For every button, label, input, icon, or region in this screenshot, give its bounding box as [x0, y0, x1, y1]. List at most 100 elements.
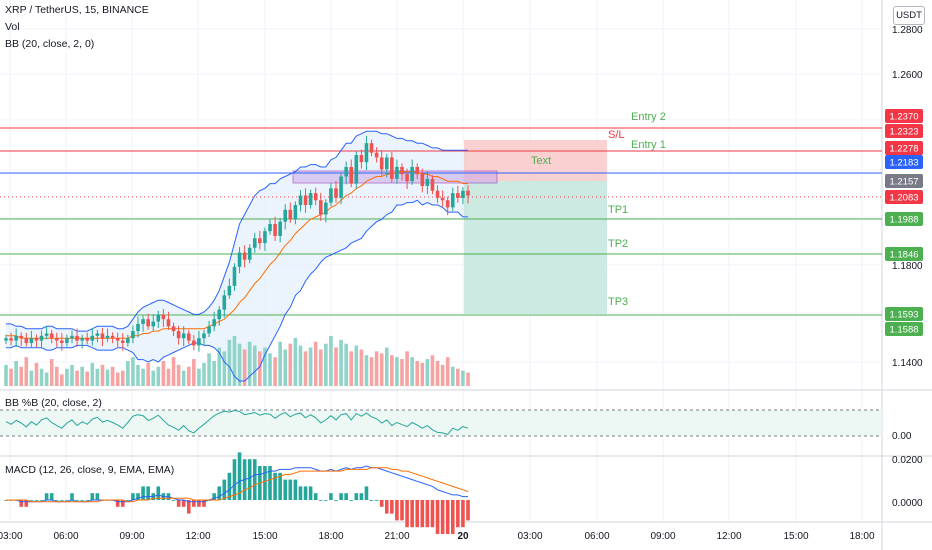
- price-axis[interactable]: 1.2800 1.2600 1.1800 1.1400 0.00 0.0200 …: [892, 25, 923, 509]
- drawing-labels[interactable]: Entry 2 Entry 1 S/L Text TP1 TP2 TP3: [531, 111, 666, 308]
- macd-hist-bar: [44, 493, 49, 500]
- volume-bar: [445, 357, 450, 386]
- candle-body: [181, 333, 186, 339]
- sl-label[interactable]: S/L: [608, 129, 625, 141]
- bb-upper-line: [6, 130, 468, 332]
- bbpct-tick-0: 0.00: [892, 431, 912, 442]
- macd-hist-bar: [369, 500, 374, 501]
- candle-body: [34, 338, 39, 341]
- macd-hist-bar: [379, 500, 384, 507]
- macd-hist-bar: [171, 500, 176, 501]
- volume-bar: [354, 345, 359, 386]
- candle-body: [217, 309, 222, 320]
- candle-body: [49, 333, 54, 339]
- volume-bar: [298, 345, 303, 386]
- volume-bars: [4, 336, 470, 386]
- horizontal-level-lines[interactable]: [0, 127, 882, 316]
- candle-body: [456, 193, 460, 198]
- candle-body: [364, 143, 369, 163]
- volume-bar: [288, 343, 293, 386]
- macd-hist-bar: [415, 500, 420, 528]
- candle-body: [44, 333, 49, 336]
- x-tick-label: 18:00: [849, 531, 874, 542]
- volume-bar: [390, 355, 394, 386]
- macd-panel: [4, 452, 470, 534]
- volume-bar: [364, 355, 369, 386]
- symbol-title[interactable]: XRP / TetherUS, 15, BINANCE: [5, 4, 149, 16]
- price-badge-bg: [885, 141, 923, 155]
- candle-body: [420, 174, 425, 186]
- macd-hist-bar: [329, 493, 333, 500]
- macd-hist-bar: [456, 500, 460, 528]
- macd-hist-bar: [217, 486, 222, 500]
- volume-legend[interactable]: Vol: [5, 21, 20, 33]
- volume-bar: [95, 368, 100, 386]
- volume-bar: [349, 351, 354, 386]
- candle-body: [14, 335, 18, 341]
- candle-body: [222, 295, 227, 310]
- volume-bar: [39, 368, 44, 386]
- candle-body: [410, 166, 414, 182]
- macd-hist-bar: [181, 500, 186, 507]
- macd-hist-bar: [405, 500, 409, 528]
- macd-hist-bar: [192, 500, 196, 507]
- macd-hist-bar: [318, 500, 323, 501]
- candle-body: [136, 323, 140, 332]
- y-tick-1.1800: 1.1800: [892, 261, 923, 272]
- bb-legend[interactable]: BB (20, close, 2, 0): [5, 38, 95, 50]
- volume-bar: [227, 339, 232, 386]
- macd-hist-bar: [303, 486, 308, 500]
- entry1-label[interactable]: Entry 1: [631, 139, 666, 151]
- candle-body: [171, 326, 176, 332]
- macd-hist-bar: [131, 493, 135, 500]
- macd-hist-bar: [324, 500, 328, 501]
- price-badge-bg: [885, 212, 923, 226]
- candle-body: [120, 340, 125, 343]
- candle-body: [268, 224, 272, 232]
- candle-body: [359, 155, 364, 163]
- price-level-badges[interactable]: 1.2370 1.2323 1.2278 1.2183 1.2157 1.2083 1.19…: [885, 109, 923, 336]
- candle-body: [466, 190, 470, 196]
- volume-bar: [105, 369, 110, 386]
- bbpct-legend[interactable]: BB %B (20, close, 2): [5, 397, 102, 409]
- volume-bar: [156, 366, 161, 386]
- candle-body: [395, 166, 399, 179]
- volume-bar: [197, 368, 201, 386]
- currency-badge[interactable]: USDT: [893, 6, 925, 25]
- tp1-label[interactable]: TP1: [608, 204, 628, 216]
- macd-hist-bar: [19, 500, 24, 507]
- macd-hist-bar: [334, 500, 338, 501]
- candle-body: [334, 188, 338, 198]
- macd-hist-bar: [445, 500, 450, 534]
- tp3-label[interactable]: TP3: [608, 296, 628, 308]
- price-badge-bg: [885, 322, 923, 336]
- volume-bar: [461, 370, 465, 386]
- candle-body: [126, 338, 130, 343]
- macd-legend[interactable]: MACD (12, 26, close, 9, EMA, EMA): [5, 464, 175, 476]
- candle-body: [85, 338, 90, 341]
- volume-bar: [339, 339, 343, 386]
- volume-bar: [192, 359, 196, 386]
- candle-body: [247, 247, 252, 260]
- x-tick-label: 06:00: [53, 531, 78, 542]
- bbpct-band: [0, 410, 882, 436]
- candle-body: [400, 166, 404, 175]
- entry2-label[interactable]: Entry 2: [631, 111, 666, 123]
- candle-body: [374, 152, 379, 158]
- volume-bar: [141, 368, 145, 386]
- macd-hist-bar: [349, 500, 354, 501]
- candle-body: [146, 319, 150, 327]
- volume-bar: [410, 357, 414, 386]
- time-axis[interactable]: 03:00 06:00 09:00 12:00 15:00 18:00 21:00 20 03:…: [0, 531, 875, 542]
- candle-body: [293, 205, 298, 220]
- candle-body: [461, 190, 465, 198]
- macd-hist-bar: [298, 486, 303, 500]
- macd-hist-bar: [395, 500, 399, 521]
- tp2-label[interactable]: TP2: [608, 238, 628, 250]
- macd-hist-bar: [95, 493, 100, 500]
- text-note-label[interactable]: Text: [531, 155, 551, 167]
- candle-body: [232, 266, 237, 286]
- candle-body: [115, 338, 120, 341]
- macd-hist-bar: [197, 500, 201, 507]
